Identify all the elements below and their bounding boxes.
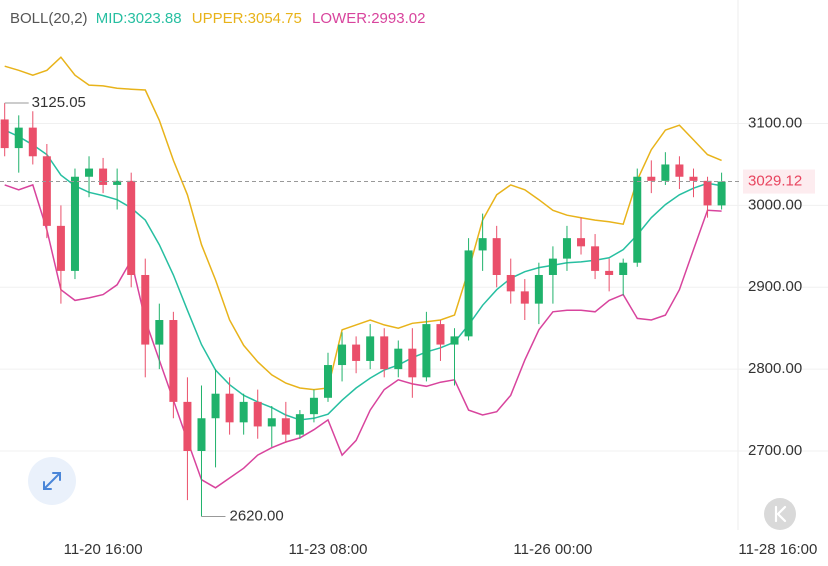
x-tick-label: 11-28 16:00: [738, 541, 817, 558]
y-tick-label: 2800.00: [748, 360, 802, 377]
candle-body: [253, 401, 262, 427]
candle-body: [155, 320, 164, 345]
x-tick-label: 11-20 16:00: [64, 541, 143, 558]
bands: [4, 56, 722, 489]
candle-body: [113, 180, 122, 185]
y-tick-label: 3000.00: [748, 196, 802, 213]
candle-body: [450, 336, 459, 345]
candle-body: [225, 393, 234, 423]
candle-body: [506, 274, 515, 292]
candle-body: [464, 250, 473, 337]
candle-body: [436, 324, 445, 345]
band-line: [4, 183, 722, 489]
candle-body: [478, 238, 487, 251]
candle-body: [197, 418, 206, 451]
x-tick-label: 11-23 08:00: [289, 541, 368, 558]
band-line: [4, 129, 722, 421]
candle-body: [633, 176, 642, 263]
y-tick-label: 3100.00: [748, 115, 802, 132]
legend: BOLL(20,2) MID:3023.88 UPPER:3054.75 LOW…: [10, 10, 425, 27]
candle-body: [28, 127, 37, 157]
candle-body: [591, 246, 600, 271]
candle-body: [127, 180, 136, 275]
candle-body: [338, 344, 347, 366]
scroll-end-bg[interactable]: [764, 498, 796, 530]
candle-body: [366, 336, 375, 361]
max-label: 3125.05: [32, 94, 86, 111]
candle-body: [99, 168, 108, 185]
scroll-end-button[interactable]: [764, 498, 796, 530]
candle-body: [661, 164, 670, 181]
candle-body: [56, 225, 65, 271]
candle-body: [324, 365, 332, 398]
candle-body: [717, 181, 726, 206]
candles: [0, 103, 726, 517]
candle-body: [309, 397, 318, 415]
y-tick-label: 2900.00: [748, 278, 802, 295]
candle-body: [267, 418, 276, 427]
candle-body: [295, 414, 304, 435]
candle-body: [0, 119, 9, 149]
candle-body: [394, 348, 403, 370]
candle-body: [141, 274, 150, 345]
candle-body: [211, 393, 220, 419]
expand-button[interactable]: [28, 457, 76, 505]
candle-body: [169, 320, 178, 402]
labels: 2700.00 2800.00 2900.00 3000.00 3100.00 11-20…: [0, 94, 817, 558]
x-tick-label: 11-26 00:00: [513, 541, 592, 558]
candle-body: [70, 176, 79, 271]
grid: [0, 123, 828, 452]
candle-body: [647, 176, 656, 181]
candle-body: [548, 258, 557, 275]
upper-label: UPPER:3054.75: [192, 10, 302, 27]
last-price-bg: [743, 169, 815, 194]
candle-body: [380, 336, 389, 370]
candle-body: [85, 168, 94, 177]
candle-body: [239, 401, 248, 423]
candle-body: [352, 344, 361, 361]
candle-body: [689, 176, 698, 181]
min-label: 2620.00: [229, 507, 283, 524]
candle-body: [562, 238, 571, 259]
candle-body: [534, 274, 543, 304]
candle-body: [14, 127, 23, 149]
mid-label: MID:3023.88: [96, 10, 182, 27]
lower-label: LOWER:2993.02: [312, 10, 425, 27]
band-line: [4, 56, 722, 391]
candle-body: [42, 156, 51, 226]
expand-icon: [43, 472, 61, 490]
candle-body: [408, 348, 417, 378]
last-price-label: 3029.12: [748, 173, 802, 190]
candle-body: [605, 270, 614, 275]
candle-body: [577, 238, 586, 247]
candle-body: [492, 238, 501, 275]
y-tick-label: 2700.00: [748, 442, 802, 459]
scroll-end-icon: [774, 505, 787, 523]
candle-body: [703, 180, 712, 206]
indicator-label: BOLL(20,2): [10, 10, 88, 27]
candle-body: [183, 401, 192, 451]
candle-body: [422, 324, 431, 378]
candle-body: [675, 164, 684, 177]
candle-body: [281, 418, 290, 435]
candle-body: [619, 262, 628, 275]
candle-body: [520, 291, 529, 304]
